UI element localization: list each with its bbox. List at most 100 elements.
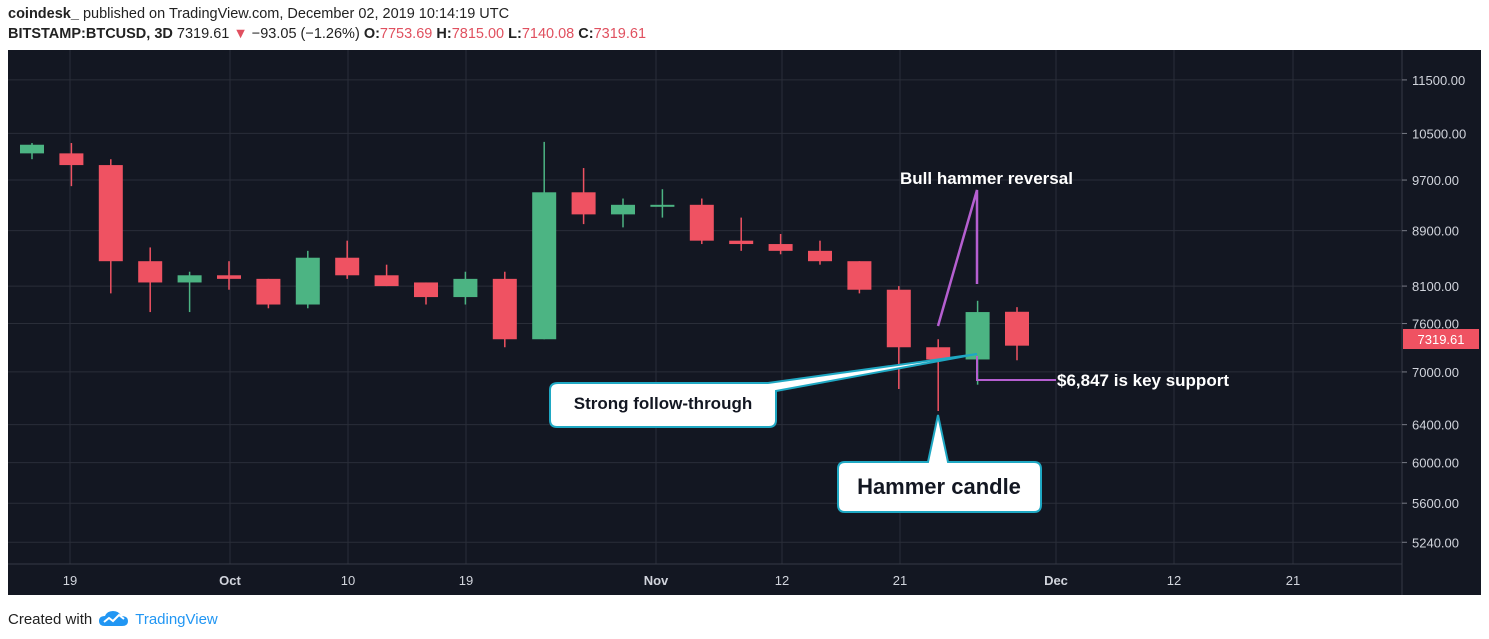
candles <box>20 141 1029 412</box>
candle-body <box>138 261 163 283</box>
annotations: Bull hammer reversal $6,847 is key suppo… <box>549 169 1229 513</box>
publish-line: coindesk_ published on TradingView.com, … <box>8 4 646 24</box>
hammer-callout <box>837 414 1042 513</box>
y-tick-label: 5600.00 <box>1412 496 1459 511</box>
candle-body <box>453 278 478 298</box>
price-axis[interactable]: 11500.00 10500.00 9700.00 8900.00 8100.00 760… <box>1402 73 1466 550</box>
candle[interactable] <box>650 189 675 218</box>
candle-body <box>808 250 832 262</box>
candle[interactable] <box>532 141 557 340</box>
y-tick-label: 5240.00 <box>1412 535 1459 550</box>
publish-info: published on TradingView.com, December 0… <box>82 6 510 22</box>
last-price: 7319.61 <box>176 26 230 42</box>
candle[interactable] <box>98 159 123 294</box>
follow-through-callout <box>549 353 978 428</box>
candle[interactable] <box>847 261 872 294</box>
symbol-label: BITSTAMP:BTCUSD, 3D <box>8 26 173 42</box>
tradingview-cloud-icon[interactable] <box>97 609 131 629</box>
candle[interactable] <box>414 282 438 305</box>
chart-panel[interactable]: 11500.00 10500.00 9700.00 8900.00 8100.00 760… <box>8 50 1481 595</box>
y-tick-label: 10500.00 <box>1412 126 1466 141</box>
candle-body <box>571 192 596 215</box>
candle[interactable] <box>571 168 596 225</box>
candle[interactable] <box>177 271 202 313</box>
symbol-line: BITSTAMP:BTCUSD, 3D 7319.61 ▼ −93.05 (−1… <box>8 24 646 44</box>
candle-body <box>729 240 754 245</box>
last-price-tag: 7319.61 <box>1403 329 1479 349</box>
chart-header: coindesk_ published on TradingView.com, … <box>8 4 646 44</box>
low-value: 7140.08 <box>521 26 575 42</box>
candle-body <box>532 192 557 340</box>
high-value: 7815.00 <box>451 26 505 42</box>
candle[interactable] <box>768 233 793 255</box>
candle-body <box>650 204 675 207</box>
x-tick-label: 21 <box>893 573 907 588</box>
candle[interactable] <box>453 271 478 305</box>
hammer-label: Hammer candle <box>857 474 1021 499</box>
bull-hammer-pointer <box>936 189 979 327</box>
candle[interactable] <box>59 143 84 187</box>
footer: Created with TradingView <box>8 609 218 629</box>
y-tick-label: 7000.00 <box>1412 365 1459 380</box>
high-label: H: <box>436 26 452 42</box>
grid-lines <box>8 50 1402 564</box>
bull-hammer-label: Bull hammer reversal <box>900 169 1073 188</box>
candle-body <box>217 275 241 279</box>
candle-body <box>414 282 438 298</box>
candle[interactable] <box>295 250 320 309</box>
candle[interactable] <box>729 217 754 251</box>
axes <box>8 50 1403 595</box>
close-label: C: <box>578 26 594 42</box>
candle[interactable] <box>374 264 399 287</box>
down-arrow-icon: ▼ <box>233 26 248 42</box>
created-with-text: Created with <box>8 610 93 628</box>
x-tick-label: 21 <box>1286 573 1300 588</box>
candle[interactable] <box>808 240 832 265</box>
candle-body <box>177 275 202 283</box>
key-support-line <box>976 356 1056 381</box>
y-tick-label: 7600.00 <box>1412 317 1459 332</box>
candle-body <box>98 165 123 262</box>
price-change: −93.05 (−1.26%) <box>251 26 360 42</box>
key-support-label: $6,847 is key support <box>1057 371 1229 390</box>
y-tick-label: 9700.00 <box>1412 173 1459 188</box>
x-tick-label: Nov <box>644 573 669 588</box>
candle-body <box>1005 311 1029 346</box>
x-tick-label: 12 <box>1167 573 1181 588</box>
candle-body <box>965 312 990 360</box>
x-tick-label: 19 <box>63 573 77 588</box>
candle[interactable] <box>217 261 241 290</box>
low-label: L: <box>508 26 522 42</box>
candle[interactable] <box>492 271 517 348</box>
candle[interactable] <box>886 286 911 389</box>
candle-body <box>256 278 281 305</box>
candle[interactable] <box>611 198 635 228</box>
open-label: O: <box>363 26 380 42</box>
x-tick-label: 19 <box>459 573 473 588</box>
close-value: 7319.61 <box>593 26 647 42</box>
candle[interactable] <box>1005 307 1029 361</box>
candle-body <box>492 278 517 340</box>
candle-body <box>768 244 793 251</box>
time-axis[interactable]: 19 Oct 10 19 Nov 12 21 Dec 12 21 <box>63 573 1300 588</box>
candle-body <box>886 289 911 348</box>
candle-body <box>335 257 360 276</box>
candle[interactable] <box>138 247 163 313</box>
candle-body <box>611 204 635 215</box>
author-name[interactable]: coindesk_ <box>8 6 79 22</box>
last-price-tag-box <box>1403 329 1479 349</box>
x-tick-label: Oct <box>219 573 241 588</box>
y-tick-label: 11500.00 <box>1412 73 1465 88</box>
x-tick-label: 12 <box>775 573 789 588</box>
candle[interactable] <box>689 198 714 245</box>
candle[interactable] <box>926 339 951 412</box>
candle[interactable] <box>20 143 44 160</box>
tradingview-brand-link[interactable]: TradingView <box>135 610 218 628</box>
candlestick-chart[interactable]: 11500.00 10500.00 9700.00 8900.00 8100.00 760… <box>8 50 1481 595</box>
candle[interactable] <box>335 240 360 279</box>
candle[interactable] <box>256 278 281 309</box>
open-value: 7753.69 <box>379 26 433 42</box>
y-tick-label: 6000.00 <box>1412 456 1459 471</box>
follow-through-label: Strong follow-through <box>574 394 752 413</box>
x-tick-label: 10 <box>341 573 355 588</box>
